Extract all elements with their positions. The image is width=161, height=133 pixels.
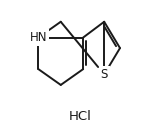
Text: HN: HN [30,31,47,44]
Text: S: S [100,68,108,81]
Text: HCl: HCl [69,110,92,123]
